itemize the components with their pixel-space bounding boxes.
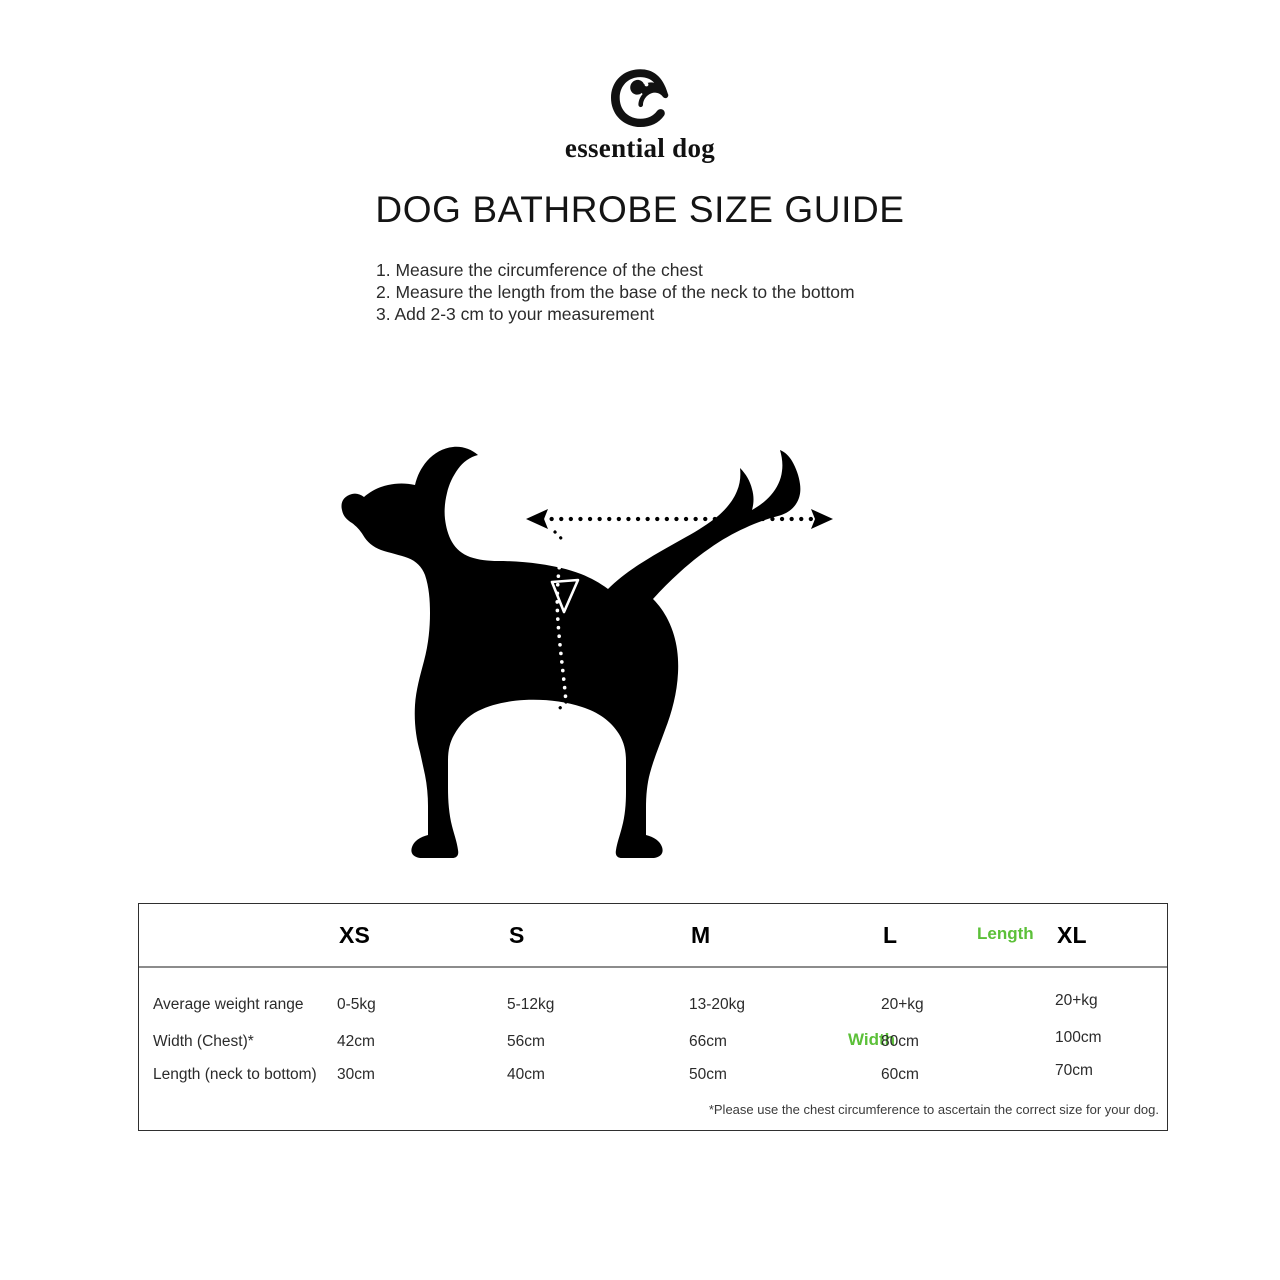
cell-length-xl: 70cm [1055,1062,1093,1079]
instruction-step-2: 2. Measure the length from the base of t… [376,282,855,303]
dog-measurement-diagram: Length Width [330,430,1034,1048]
cell-length-s: 40cm [507,1066,545,1083]
cell-weight-xs: 0-5kg [337,996,376,1013]
cell-width-s: 56cm [507,1033,545,1050]
cell-weight-xl: 20+kg [1055,992,1098,1009]
cell-weight-l: 20+kg [881,996,924,1013]
brand-wordmark: essential dog [564,133,716,163]
cell-width-m: 66cm [689,1033,727,1050]
cell-length-l: 60cm [881,1066,919,1083]
column-header-m: M [691,922,711,948]
row-label-length-neck-to-bottom: Length (neck to bottom) [153,1066,317,1083]
row-label-width-chest: Width (Chest)* [153,1033,254,1050]
cell-length-m: 50cm [689,1066,727,1083]
cell-weight-m: 13-20kg [689,996,746,1013]
size-chart-table: XS S M L XL Average weight range 0-5kg 5… [138,903,1168,1131]
column-header-l: L [883,922,898,948]
cell-width-xl: 100cm [1055,1029,1102,1046]
measuring-instructions: 1. Measure the circumference of the ches… [376,259,1116,326]
instruction-step-1: 1. Measure the circumference of the ches… [376,260,703,280]
cell-weight-s: 5-12kg [507,996,555,1013]
column-header-s: S [509,922,525,948]
essential-dog-e-monogram-icon [611,69,669,127]
cell-width-l: 80cm [881,1033,919,1050]
cell-width-xs: 42cm [337,1033,375,1050]
brand-block: essential dog [0,68,1280,164]
dog-silhouette-icon [341,446,833,858]
table-footnote: *Please use the chest circumference to a… [708,1102,1159,1117]
page-title: DOG BATHROBE SIZE GUIDE [375,189,905,230]
table-header-divider [139,966,1167,968]
width-measure-label: Width [848,1030,896,1049]
instruction-step-3: 3. Add 2-3 cm to your measurement [376,304,655,325]
row-label-average-weight-range: Average weight range [153,996,304,1013]
cell-length-xs: 30cm [337,1066,375,1083]
column-header-xl: XL [1057,922,1087,948]
column-header-xs: XS [339,922,371,948]
length-measure-label: Length [977,924,1034,943]
